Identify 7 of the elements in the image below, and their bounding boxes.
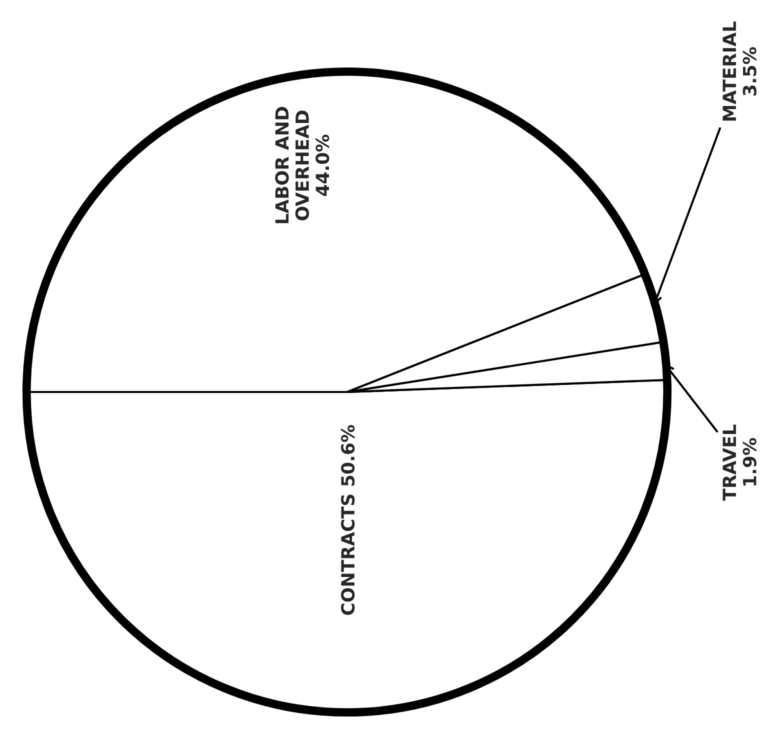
data-label: 3.5%: [742, 47, 756, 96]
slice-label: CONTRACTS 50.6%: [340, 425, 355, 615]
data-label: 1.9%: [742, 438, 756, 486]
data-label: 44.0%: [316, 134, 330, 196]
slice-label: MATERIAL: [722, 21, 736, 121]
slice-label: LABOR AND OVERHEAD: [275, 106, 310, 224]
slice-label: TRAVEL: [722, 424, 736, 501]
